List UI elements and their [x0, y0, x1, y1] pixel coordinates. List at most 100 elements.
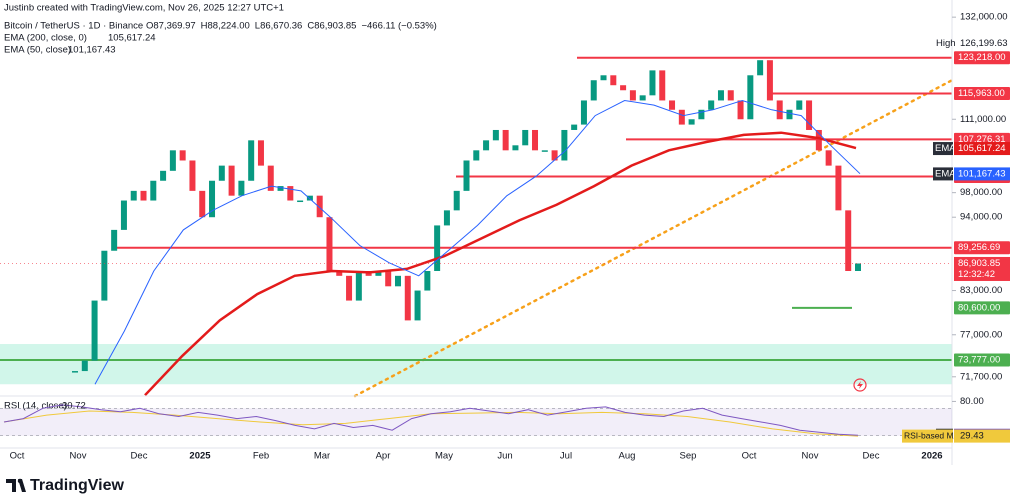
y-tick-label: 132,000.00	[960, 12, 1008, 23]
x-tick-label: Mar	[314, 451, 330, 462]
candle	[590, 80, 597, 101]
candle	[551, 150, 558, 161]
x-tick-label: Nov	[802, 451, 819, 462]
candle	[394, 275, 401, 287]
ema-value: 101,167.43	[958, 168, 1006, 179]
level-tag	[954, 86, 1010, 100]
candle	[346, 275, 353, 301]
brand-logo: TradingView	[6, 477, 125, 494]
ema-value-bg	[954, 142, 1010, 156]
brand-name: TradingView	[30, 477, 125, 494]
ema-value-bg	[954, 167, 1010, 181]
ohlc-value: L86,670.36	[255, 21, 303, 32]
candle	[150, 180, 157, 201]
candle	[81, 360, 88, 372]
candle	[757, 60, 764, 76]
candle	[806, 100, 813, 130]
last-price-tag	[954, 256, 1010, 281]
ohlc-value: H88,224.00	[201, 21, 250, 32]
candle	[91, 300, 98, 361]
level-label: 123,218.00	[958, 52, 1006, 63]
level-label: 80,600.00	[958, 302, 1000, 313]
candle	[248, 140, 255, 181]
y-tick-label: 77,000.00	[960, 329, 1002, 340]
symbol: Bitcoin / TetherUS · 1D · Binance	[4, 21, 143, 32]
x-tick-label: Dec	[131, 451, 148, 462]
candle	[600, 75, 607, 81]
alert-icon[interactable]	[853, 378, 867, 392]
candle	[698, 109, 705, 120]
candle	[267, 165, 274, 191]
candle	[120, 200, 127, 230]
ema-line	[144, 131, 857, 397]
candle	[111, 229, 118, 251]
candle	[160, 170, 167, 181]
candle	[649, 70, 656, 96]
x-tick-label: Oct	[10, 451, 25, 462]
candle	[326, 217, 333, 271]
y-tick-label: 83,000.00	[960, 285, 1002, 296]
ohlc-value: −466.11 (−0.53%)	[361, 21, 436, 32]
ema-tag-bg	[933, 167, 953, 181]
candle	[776, 100, 783, 120]
candle	[532, 129, 539, 151]
candle	[404, 275, 411, 321]
rsi-line	[3, 404, 859, 436]
candle	[522, 129, 529, 146]
candle	[140, 190, 147, 201]
y-tick-label: 98,000.00	[960, 187, 1002, 198]
level-label: 73,777.00	[958, 354, 1000, 365]
ema-tag-bg	[933, 142, 953, 156]
candle	[815, 129, 822, 151]
alert-bolt	[857, 381, 863, 389]
level-tag	[954, 51, 1010, 65]
x-tick-label: Jul	[560, 451, 572, 462]
candle	[727, 90, 734, 101]
candle	[72, 371, 78, 373]
logo-dot	[17, 478, 23, 484]
candle	[218, 165, 225, 181]
rsi-legend-value: 30.72	[62, 401, 86, 412]
candle	[571, 124, 578, 130]
candle	[766, 60, 773, 101]
candle	[277, 186, 284, 191]
level-tag	[954, 301, 1010, 315]
candle	[297, 200, 304, 203]
candle	[541, 150, 548, 152]
candle	[443, 210, 450, 226]
candle	[209, 180, 216, 218]
candle	[169, 150, 176, 171]
level-tag	[954, 241, 1010, 255]
ema-tag: EMA	[935, 143, 956, 154]
candle	[492, 129, 499, 141]
ema-legend-value: 105,617.24	[108, 33, 156, 44]
level-label: 107,276.31	[958, 134, 1006, 145]
candle	[561, 129, 568, 161]
candle	[385, 270, 392, 287]
x-tick-label: Sep	[680, 451, 697, 462]
candle	[825, 150, 832, 166]
candle	[414, 290, 421, 321]
candle	[717, 90, 724, 101]
rsi-ma-value: 29.43	[960, 431, 984, 442]
candle	[189, 160, 196, 191]
x-tick-label: Jun	[497, 451, 512, 462]
x-tick-label: Apr	[376, 451, 391, 462]
ohlc-value: C86,903.85	[307, 21, 356, 32]
candle	[463, 160, 470, 191]
level-label: 89,256.69	[958, 242, 1000, 253]
candle	[375, 270, 382, 276]
x-tick-label: 2026	[921, 451, 942, 462]
candle	[708, 100, 715, 110]
candle	[130, 190, 137, 201]
candle	[629, 90, 636, 101]
candle	[306, 195, 313, 201]
ema-line	[94, 99, 861, 385]
candle	[786, 109, 793, 120]
x-tick-label: Aug	[619, 451, 636, 462]
candle	[228, 165, 235, 196]
candle	[620, 85, 627, 91]
level-tag	[954, 353, 1010, 367]
candle	[199, 190, 206, 218]
candle	[502, 129, 509, 151]
